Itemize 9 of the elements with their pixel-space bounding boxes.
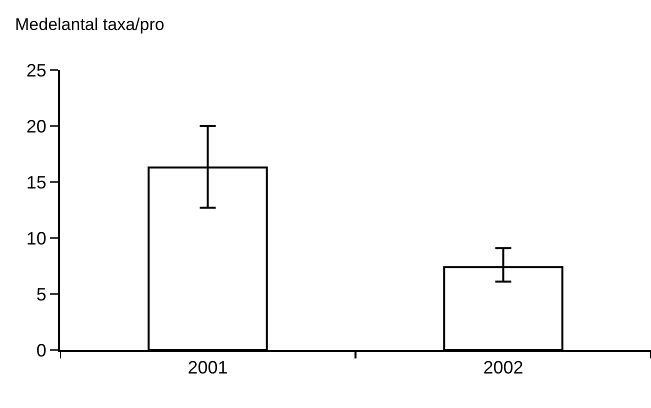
y-tick-label: 0 — [36, 340, 46, 360]
y-axis-title: Medelantal taxa/pro — [15, 15, 164, 34]
y-tick-label: 10 — [26, 228, 46, 248]
y-tick-label: 20 — [26, 116, 46, 136]
x-tick-label: 2002 — [483, 358, 524, 378]
y-tick-label: 25 — [26, 60, 46, 80]
x-tick-label: 2001 — [188, 358, 228, 378]
y-tick-label: 15 — [26, 172, 46, 192]
y-tick-label: 5 — [36, 284, 46, 304]
